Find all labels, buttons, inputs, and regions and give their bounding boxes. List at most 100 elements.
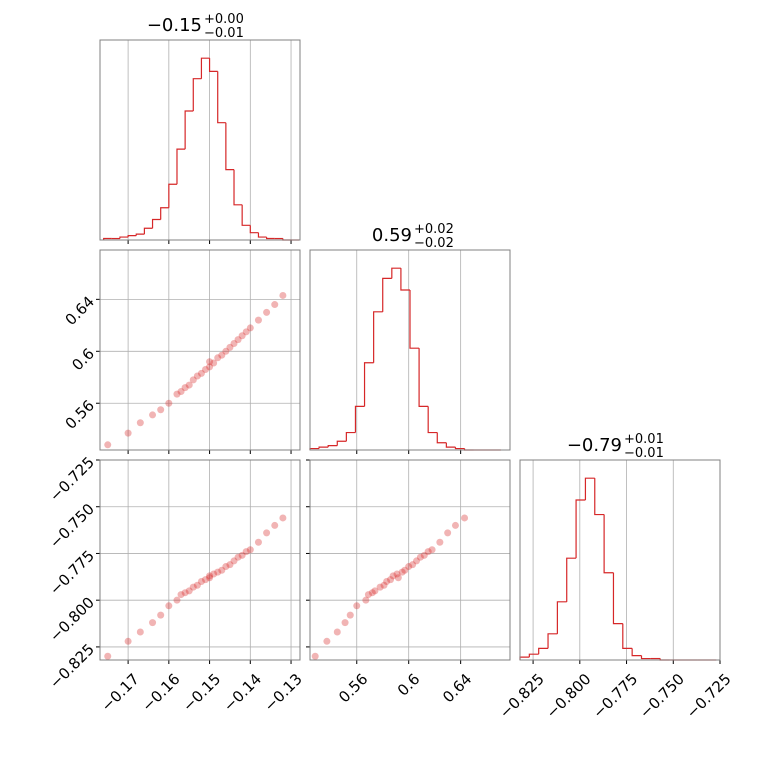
histogram-step — [538, 647, 549, 655]
x-tick-label: −0.825 — [496, 670, 548, 722]
histogram-step — [556, 601, 567, 634]
sample-point — [271, 301, 279, 309]
sample-point — [461, 514, 469, 522]
histogram-step — [184, 110, 194, 150]
x-tick-label: −0.775 — [589, 670, 641, 722]
x-tick-label: −0.13 — [261, 670, 306, 715]
histogram-step — [192, 78, 202, 111]
histogram-step — [176, 148, 186, 185]
sample-point — [401, 566, 409, 574]
sample-point — [181, 589, 189, 597]
sample-point — [383, 577, 391, 585]
title-upper: +0.01 — [624, 432, 664, 447]
sample-point — [387, 576, 395, 584]
histogram-step — [363, 362, 374, 407]
sample-point — [165, 602, 173, 610]
x-tick-label: −0.800 — [543, 670, 595, 722]
sample-point — [263, 529, 271, 537]
sample-point — [242, 328, 250, 336]
sample-point — [234, 553, 242, 561]
histogram-step — [168, 183, 177, 208]
sample-point — [218, 566, 226, 574]
histogram-step — [436, 432, 447, 444]
x-tick-label: −0.725 — [683, 670, 735, 722]
histogram-step — [631, 648, 642, 657]
x-tick-label: −0.14 — [220, 670, 265, 715]
panel-frame — [99, 249, 301, 451]
histogram-step — [127, 235, 137, 238]
sample-point — [157, 611, 165, 619]
sample-point — [405, 563, 413, 571]
sample-point — [254, 538, 262, 546]
histogram-step — [427, 406, 438, 434]
y-tick-label: −0.750 — [46, 500, 98, 552]
title-value: 0.59 — [372, 225, 412, 246]
histogram-step — [318, 446, 329, 449]
sample-point — [428, 546, 436, 554]
sample-point — [234, 336, 242, 344]
sample-point — [193, 581, 201, 589]
histogram-step — [382, 277, 392, 312]
panel-frame — [309, 249, 511, 451]
title-upper: +0.02 — [414, 222, 454, 237]
sample-point — [416, 553, 424, 561]
sample-point — [136, 419, 144, 427]
sample-point — [394, 574, 402, 582]
sample-point — [380, 581, 388, 589]
panel-frame — [99, 39, 301, 241]
histogram-step — [373, 311, 383, 363]
sample-point — [210, 359, 218, 367]
histogram-step — [225, 122, 235, 171]
histogram-step — [640, 655, 651, 660]
sample-point — [226, 343, 234, 351]
y-tick-label: −0.800 — [46, 593, 98, 645]
sample-point — [136, 628, 144, 636]
x-tick-label: 0.64 — [439, 670, 475, 706]
sample-point — [346, 611, 354, 619]
sample-point — [444, 529, 452, 537]
sample-point — [149, 411, 157, 419]
sample-point — [104, 652, 112, 660]
sample-point — [246, 546, 254, 554]
sample-point — [376, 583, 384, 591]
sample-point — [371, 587, 379, 595]
histogram-step — [143, 227, 153, 235]
sample-point — [368, 589, 376, 597]
sample-point — [420, 551, 428, 559]
y-tick-label: 0.56 — [62, 397, 98, 433]
sample-point — [197, 577, 205, 585]
title-value: −0.15 — [147, 15, 202, 36]
histogram-step — [445, 442, 456, 448]
sample-point — [451, 521, 459, 529]
histogram-step — [119, 236, 129, 239]
histogram-step — [249, 225, 259, 234]
y-tick-label: 0.6 — [68, 345, 98, 375]
sample-point — [124, 429, 132, 437]
sample-point — [189, 583, 197, 591]
sample-point — [177, 591, 185, 599]
sample-point — [124, 637, 132, 645]
histogram-step — [327, 445, 338, 448]
sample-point — [279, 514, 287, 522]
sample-point — [412, 557, 420, 565]
histogram-step — [336, 440, 347, 446]
sample-point — [242, 548, 250, 556]
sample-point — [409, 561, 417, 569]
sample-point — [238, 551, 246, 559]
histogram-step — [200, 57, 210, 79]
title-value: −0.79 — [567, 435, 622, 456]
histogram-step — [345, 431, 356, 442]
sample-point — [393, 570, 401, 578]
sample-point — [210, 570, 218, 578]
sample-point — [185, 587, 193, 595]
histogram-step — [151, 218, 161, 229]
histogram-step — [208, 58, 218, 72]
sample-point — [246, 324, 254, 332]
sample-point — [157, 406, 165, 414]
sample-point — [222, 347, 230, 355]
sample-point — [181, 384, 189, 392]
y-tick-label: −0.725 — [46, 453, 98, 505]
histogram-step — [418, 348, 429, 407]
histogram-step — [265, 237, 275, 240]
sample-point — [189, 376, 197, 384]
